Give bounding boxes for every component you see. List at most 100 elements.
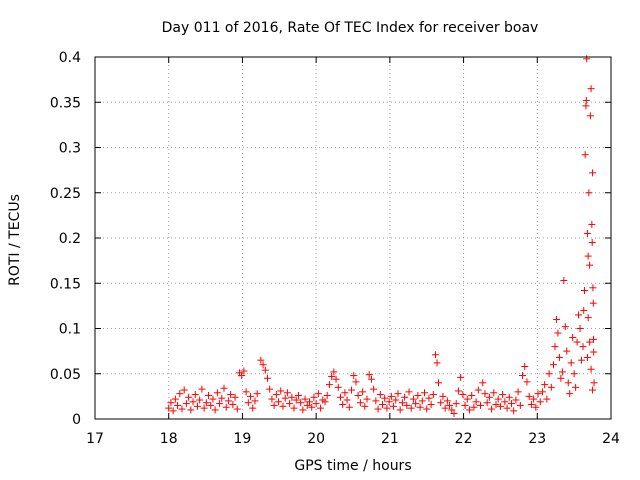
ticks: 17 18 19 20 21 22 23 24 0 0.05 0.1 0.15 0.2 0.25 0.3 0.… (50, 50, 620, 447)
data-point (334, 383, 342, 391)
data-point (171, 395, 179, 403)
data-point (233, 405, 241, 413)
data-point (231, 393, 239, 401)
data-point (394, 390, 402, 398)
data-point (367, 375, 375, 383)
data-point (238, 372, 246, 380)
data-point (383, 404, 391, 412)
data-point (218, 394, 226, 402)
y-tick-label: 0.4 (59, 50, 81, 66)
data-point (374, 405, 382, 413)
y-tick-label: 0.25 (50, 186, 81, 202)
data-point (306, 398, 314, 406)
data-point (279, 402, 287, 410)
data-point (176, 390, 184, 398)
data-point (432, 351, 440, 359)
data-point (572, 383, 580, 391)
data-point (461, 401, 469, 409)
data-point (247, 392, 255, 400)
data-point (454, 387, 462, 395)
data-point (189, 398, 197, 406)
data-point (567, 359, 575, 367)
data-point (583, 55, 591, 63)
data-point (494, 395, 502, 403)
x-tick-label: 17 (86, 431, 104, 447)
data-point (409, 395, 417, 403)
data-point (555, 353, 563, 361)
data-point (485, 393, 493, 401)
data-point (561, 323, 569, 331)
data-point (459, 391, 467, 399)
data-point (222, 403, 230, 411)
data-point (465, 406, 473, 414)
data-point (589, 335, 597, 343)
data-point (429, 391, 437, 399)
data-point (361, 402, 369, 410)
y-tick-label: 0.1 (59, 322, 81, 338)
data-point (448, 406, 456, 414)
data-point (207, 401, 215, 409)
x-tick-label: 18 (160, 431, 178, 447)
data-point (575, 311, 583, 319)
data-point (425, 394, 433, 402)
data-point (198, 385, 206, 393)
data-point (227, 391, 235, 399)
data-point (303, 401, 311, 409)
data-point (257, 356, 265, 364)
data-point (336, 393, 344, 401)
x-tick-label: 22 (455, 431, 473, 447)
data-point (416, 403, 424, 411)
data-point (187, 406, 195, 414)
data-point (348, 386, 356, 394)
data-point (588, 239, 596, 247)
data-point (249, 404, 257, 412)
data-point (370, 385, 378, 393)
data-point (519, 372, 527, 380)
data-point (372, 397, 380, 405)
data-point (550, 361, 558, 369)
data-point (443, 397, 451, 405)
data-point (401, 393, 409, 401)
data-point (576, 325, 584, 332)
data-point (339, 401, 347, 409)
data-point (423, 405, 431, 413)
data-point (435, 379, 443, 387)
data-point (376, 391, 384, 399)
data-point (354, 391, 362, 399)
data-point (321, 398, 329, 406)
data-point (317, 404, 325, 412)
data-point (211, 406, 219, 414)
data-point (427, 401, 435, 409)
data-point (527, 401, 535, 409)
data-point (325, 381, 333, 389)
data-point (560, 277, 568, 285)
data-point (266, 385, 274, 393)
y-tick-label: 0.3 (59, 141, 81, 157)
data-point (452, 400, 460, 408)
data-point (343, 396, 351, 404)
data-point (240, 367, 248, 375)
y-tick-label: 0 (72, 412, 81, 428)
data-point (421, 389, 429, 397)
data-point (261, 366, 269, 374)
data-point (356, 399, 364, 407)
data-point (499, 391, 507, 399)
plot-frame (94, 56, 612, 420)
data-point (516, 401, 524, 409)
data-point (328, 372, 336, 380)
data-point (216, 400, 224, 408)
data-point (314, 390, 322, 398)
data-point (538, 388, 546, 396)
data-point (569, 334, 577, 342)
data-point (579, 343, 587, 351)
data-point (169, 407, 177, 415)
data-point (439, 392, 447, 400)
data-point (552, 315, 560, 323)
data-point (589, 299, 597, 307)
data-point (585, 189, 593, 197)
data-point (253, 390, 261, 398)
data-point (570, 370, 578, 378)
data-point (299, 406, 307, 414)
data-point (378, 401, 386, 409)
data-point (365, 371, 373, 379)
